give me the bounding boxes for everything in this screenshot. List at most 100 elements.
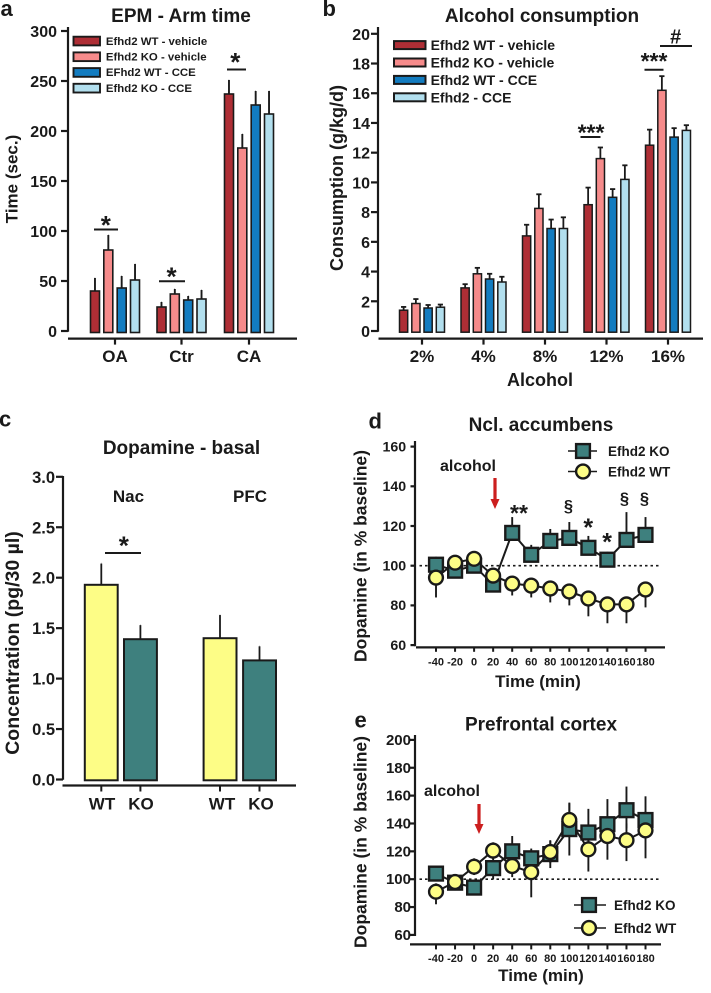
svg-text:0: 0	[471, 953, 477, 965]
svg-text:Time (sec.): Time (sec.)	[3, 135, 22, 224]
svg-text:Dopamine (in % baseline): Dopamine (in % baseline)	[351, 450, 371, 662]
svg-text:Ctr: Ctr	[169, 347, 194, 366]
svg-text:120: 120	[386, 843, 411, 860]
svg-text:80: 80	[394, 899, 411, 916]
svg-text:e: e	[355, 708, 367, 733]
svg-text:100: 100	[386, 871, 411, 888]
svg-text:OA: OA	[102, 347, 128, 366]
svg-text:EFhd2 WT - CCE: EFhd2 WT - CCE	[106, 67, 196, 79]
svg-text:160: 160	[386, 788, 411, 805]
svg-text:160: 160	[617, 953, 635, 965]
svg-text:6: 6	[361, 235, 370, 252]
svg-text:40: 40	[506, 953, 518, 965]
svg-text:Alcohol: Alcohol	[507, 370, 573, 390]
svg-text:PFC: PFC	[233, 487, 267, 506]
svg-text:0: 0	[471, 657, 477, 669]
svg-text:80: 80	[544, 953, 556, 965]
svg-text:14: 14	[352, 116, 370, 133]
svg-text:CA: CA	[237, 347, 262, 366]
svg-text:100: 100	[560, 953, 578, 965]
svg-text:Efhd2 WT: Efhd2 WT	[608, 465, 671, 480]
svg-text:Efhd2 KO - CCE: Efhd2 KO - CCE	[106, 83, 192, 95]
svg-text:140: 140	[383, 479, 407, 495]
svg-text:Time (min): Time (min)	[495, 672, 581, 691]
svg-text:4: 4	[361, 265, 370, 282]
svg-text:2.5: 2.5	[32, 519, 55, 537]
svg-text:140: 140	[598, 953, 616, 965]
svg-text:Efhd2 KO - vehicle: Efhd2 KO - vehicle	[431, 55, 555, 71]
svg-text:a: a	[1, 0, 14, 21]
svg-text:Efhd2 KO: Efhd2 KO	[608, 444, 670, 459]
svg-text:18: 18	[352, 57, 370, 74]
svg-text:*: *	[119, 531, 130, 561]
svg-text:-20: -20	[447, 657, 463, 669]
svg-text:120: 120	[579, 953, 597, 965]
svg-text:0.0: 0.0	[32, 772, 55, 790]
svg-text:4%: 4%	[471, 347, 496, 366]
svg-text:*: *	[230, 47, 241, 77]
svg-text:*: *	[166, 262, 177, 292]
svg-text:16: 16	[352, 86, 370, 103]
svg-text:60: 60	[390, 638, 406, 654]
svg-text:200: 200	[30, 124, 57, 141]
svg-text:50: 50	[39, 274, 57, 291]
svg-text:180: 180	[636, 657, 654, 669]
svg-text:Efhd2 - CCE: Efhd2 - CCE	[431, 89, 512, 105]
svg-text:1.5: 1.5	[32, 620, 55, 638]
svg-text:§: §	[620, 490, 629, 508]
svg-text:120: 120	[579, 657, 597, 669]
svg-text:80: 80	[544, 657, 556, 669]
svg-text:180: 180	[636, 953, 654, 965]
svg-text:d: d	[369, 409, 382, 434]
svg-text:20: 20	[352, 27, 370, 44]
svg-text:Concentration (pg/30 µl): Concentration (pg/30 µl)	[2, 531, 24, 755]
svg-text:60: 60	[525, 953, 537, 965]
svg-text:2: 2	[361, 294, 370, 311]
svg-text:Ncl. accumbens: Ncl. accumbens	[469, 415, 614, 436]
svg-text:60: 60	[525, 657, 537, 669]
svg-text:12%: 12%	[589, 347, 623, 366]
svg-text:250: 250	[30, 74, 57, 91]
svg-text:140: 140	[386, 815, 411, 832]
svg-text:0.5: 0.5	[32, 721, 55, 739]
svg-text:alcohol: alcohol	[440, 458, 496, 475]
svg-text:0: 0	[361, 324, 370, 341]
svg-text:40: 40	[506, 657, 518, 669]
svg-text:§: §	[564, 497, 573, 515]
svg-text:3.0: 3.0	[32, 469, 55, 487]
svg-text:Efhd2 WT - vehicle: Efhd2 WT - vehicle	[431, 37, 556, 53]
svg-text:300: 300	[30, 24, 57, 41]
svg-text:20: 20	[487, 657, 499, 669]
svg-text:100: 100	[560, 657, 578, 669]
svg-text:Efhd2 KO - vehicle: Efhd2 KO - vehicle	[106, 52, 207, 64]
svg-text:2%: 2%	[410, 347, 435, 366]
svg-text:*: *	[583, 514, 593, 542]
svg-text:20: 20	[487, 953, 499, 965]
svg-text:*: *	[101, 210, 112, 240]
svg-text:100: 100	[30, 224, 57, 241]
svg-text:Efhd2 WT - vehicle: Efhd2 WT - vehicle	[106, 36, 207, 48]
svg-text:Consumption (g/kg/d): Consumption (g/kg/d)	[327, 85, 347, 271]
svg-text:#: #	[670, 27, 681, 49]
svg-text:1.0: 1.0	[32, 671, 55, 689]
svg-text:Alcohol consumption: Alcohol consumption	[445, 6, 639, 27]
svg-text:-20: -20	[447, 953, 463, 965]
svg-text:***: ***	[641, 48, 668, 74]
svg-text:KO: KO	[248, 795, 274, 814]
svg-text:Prefrontal cortex: Prefrontal cortex	[465, 715, 617, 736]
svg-text:12: 12	[352, 146, 370, 163]
svg-text:Dopamine - basal: Dopamine - basal	[103, 438, 260, 459]
svg-text:2.0: 2.0	[32, 570, 55, 588]
svg-text:b: b	[323, 0, 336, 21]
svg-text:150: 150	[30, 174, 57, 191]
svg-text:8%: 8%	[533, 347, 558, 366]
svg-text:200: 200	[386, 732, 411, 749]
svg-text:160: 160	[383, 439, 407, 455]
svg-text:60: 60	[394, 927, 411, 944]
svg-text:-40: -40	[428, 657, 444, 669]
svg-text:16%: 16%	[651, 347, 685, 366]
svg-text:140: 140	[598, 657, 616, 669]
svg-text:EPM - Arm time: EPM - Arm time	[111, 6, 251, 27]
svg-text:100: 100	[383, 559, 407, 575]
svg-text:WT: WT	[209, 795, 236, 814]
